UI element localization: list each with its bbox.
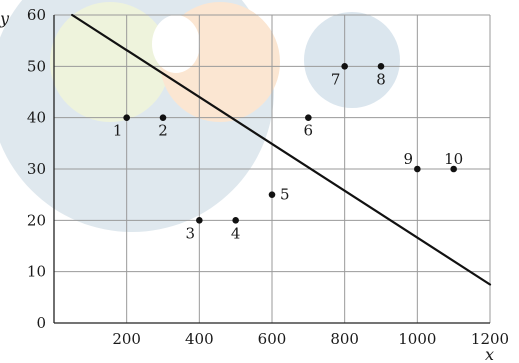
point-label-5: 5 (280, 186, 290, 204)
background-shapes (0, 0, 400, 232)
x-tick-label: 1200 (471, 330, 509, 348)
data-point-10 (450, 165, 457, 173)
y-tick-label: 0 (36, 314, 46, 332)
x-tick-label: 400 (185, 330, 214, 348)
data-point-4 (232, 217, 239, 224)
data-point-6 (305, 114, 312, 121)
point-label-6: 6 (304, 122, 314, 140)
point-label-2: 2 (158, 122, 168, 140)
y-tick-label: 40 (27, 109, 46, 127)
point-label-9: 9 (404, 150, 414, 168)
data-point-5 (268, 191, 276, 198)
x-tick-label: 1000 (398, 330, 436, 348)
x-axis-label: x (485, 345, 494, 363)
point-label-4: 4 (231, 224, 241, 242)
point-label-1: 1 (113, 122, 123, 140)
data-point-8 (377, 63, 385, 70)
x-tick-label: 600 (258, 330, 287, 348)
point-label-7: 7 (331, 70, 341, 88)
axes (53, 15, 490, 324)
y-axis-label: y (0, 9, 10, 28)
y-tick-label: 60 (27, 6, 46, 24)
point-labels: 1 2 3 4 5 6 7 8 9 10 (113, 70, 463, 242)
data-point-1 (123, 114, 130, 121)
data-point-2 (159, 114, 167, 121)
regression-line-group (71, 13, 492, 286)
data-point-7 (341, 63, 348, 70)
background-overlap-highlight (152, 15, 200, 73)
tick-labels: 200 400 600 800 1000 1200 0 10 20 30 40 50 60 (27, 6, 509, 348)
green-background-circle (50, 2, 170, 122)
point-label-10: 10 (444, 150, 463, 168)
point-label-8: 8 (376, 70, 386, 88)
x-tick-label: 200 (112, 330, 141, 348)
x-tick-label: 800 (330, 330, 359, 348)
data-points (123, 63, 457, 224)
y-tick-label: 50 (27, 57, 46, 75)
small-background-circle (304, 12, 400, 108)
y-tick-label: 20 (27, 211, 46, 229)
y-tick-label: 30 (27, 160, 46, 178)
data-point-9 (414, 165, 421, 173)
point-label-3: 3 (186, 224, 196, 242)
regression-line (71, 13, 492, 286)
y-tick-label: 10 (27, 263, 46, 281)
data-point-3 (196, 217, 203, 224)
